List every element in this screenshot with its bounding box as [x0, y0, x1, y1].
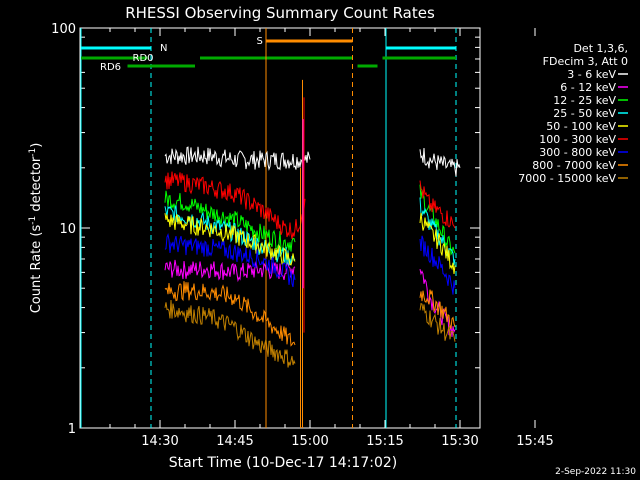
series-line	[164, 146, 311, 171]
x-tick-label: 15:15	[366, 434, 403, 449]
series-7000to15000keV	[164, 299, 456, 368]
legend-header-line: FDecim 3, Att 0	[543, 55, 628, 68]
series-line	[164, 299, 296, 368]
series-line	[419, 235, 456, 295]
x-tick-label: 14:45	[216, 434, 253, 449]
legend-entry-label: 25 - 50 keV	[553, 107, 616, 120]
series-line	[419, 212, 456, 275]
x-tick-label: 15:00	[291, 434, 328, 449]
x-axis-label: Start Time (10-Dec-17 14:17:02)	[169, 455, 397, 471]
night-label: N	[160, 43, 167, 54]
legend-entry-label: 300 - 800 keV	[539, 146, 616, 159]
series-line	[419, 147, 461, 177]
chart-title: RHESSI Observing Summary Count Rates	[125, 4, 435, 22]
observing-annotations: N RD0 RD6 S	[80, 28, 457, 428]
series-line	[164, 190, 296, 252]
legend-entry-label: 3 - 6 keV	[567, 68, 616, 81]
footer-date: 2-Sep-2022 11:30	[555, 467, 636, 477]
series-3to6keV	[164, 146, 461, 177]
x-tick-label: 14:30	[141, 434, 178, 449]
series-line	[419, 197, 456, 266]
series-line	[164, 171, 306, 239]
y-tick-label: 100	[51, 22, 76, 37]
legend-entry-label: 6 - 12 keV	[560, 81, 616, 94]
y-axis-ticks: 100 10 1	[51, 22, 480, 437]
y-axis-label: Count Rate (s-1 detector-1)	[28, 143, 44, 314]
x-tick-label: 15:45	[516, 434, 553, 449]
legend-entry-label: 12 - 25 keV	[553, 94, 616, 107]
y-tick-label: 1	[68, 422, 76, 437]
legend-entry-label: 800 - 7000 keV	[532, 159, 616, 172]
legend-entry-label: 50 - 100 keV	[546, 120, 616, 133]
x-axis-ticks: 14:30 14:45 15:00 15:15 15:30 15:45	[109, 28, 554, 449]
series-300to800keV	[164, 233, 456, 295]
series-layer	[164, 79, 461, 428]
flare-spike	[300, 79, 305, 428]
series-line	[419, 289, 456, 330]
series-line	[164, 205, 296, 266]
rd0-label: RD0	[133, 53, 154, 64]
series-line	[164, 281, 296, 347]
rd6-label: RD6	[100, 62, 121, 73]
x-tick-label: 15:30	[441, 434, 478, 449]
series-25to50keV	[164, 197, 456, 266]
saa-label: S	[257, 36, 263, 47]
series-6to12keV	[164, 259, 456, 337]
y-tick-label: 10	[59, 222, 76, 237]
series-line	[164, 233, 296, 288]
legend-header-line: Det 1,3,6,	[573, 42, 628, 55]
series-800to7000keV	[164, 281, 456, 347]
y-axis-label-sup1: -1	[28, 216, 38, 225]
y-axis-label-sup2: -1	[28, 148, 38, 157]
y-axis-label-end: )	[29, 143, 44, 148]
legend-entry-label: 100 - 300 keV	[539, 133, 616, 146]
series-line	[419, 180, 456, 229]
y-axis-label-mid: detector	[29, 156, 44, 216]
y-axis-label-main: Count Rate (s	[29, 225, 44, 314]
series-line	[419, 302, 456, 342]
series-100to300keV	[164, 171, 456, 239]
legend-entry-label: 7000 - 15000 keV	[518, 172, 616, 185]
